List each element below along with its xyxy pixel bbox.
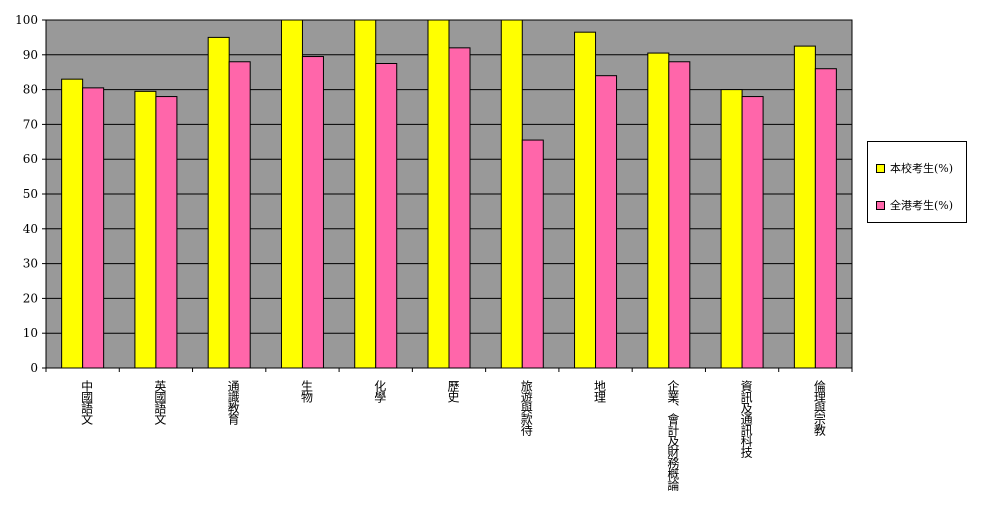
x-tick-label: 資訊及通訊科技 [739, 380, 753, 458]
bar-school [134, 90, 157, 369]
bar-school [574, 31, 597, 369]
bar-hk [375, 63, 398, 369]
x-tick-label: 生物 [299, 380, 313, 403]
bar-hk [228, 61, 251, 369]
x-tick-label: 企業、會計及財務概論 [666, 379, 680, 491]
bar-school [280, 19, 303, 369]
bar-hk [301, 56, 324, 369]
bar-school [793, 45, 816, 369]
bar-hk [448, 47, 471, 369]
bar-school [354, 19, 377, 369]
x-tick-label: 倫理與宗教 [812, 380, 826, 437]
y-tick-label: 0 [30, 361, 38, 375]
x-tick-label: 英國語文 [153, 380, 167, 425]
y-tick-label: 30 [23, 257, 38, 271]
y-tick-label: 90 [23, 48, 38, 62]
plot-border [45, 19, 853, 369]
x-tick-label: 化學 [373, 380, 387, 404]
bar-hk [155, 96, 178, 369]
y-tick-label: 70 [23, 117, 38, 131]
bar-hk [741, 96, 764, 369]
legend-swatch-hk [876, 200, 885, 210]
y-tick-label: 80 [23, 83, 38, 97]
bar-hk [814, 68, 837, 369]
bar-school [500, 19, 523, 369]
y-tick-label: 60 [23, 152, 38, 166]
bar-school [720, 89, 743, 369]
y-tick-label: 20 [23, 291, 38, 305]
x-tick-label: 通識教育 [226, 380, 240, 426]
legend-item-hk: 全港考生(%) [876, 197, 953, 213]
legend-swatch-school [876, 163, 885, 173]
legend: 本校考生(%) 全港考生(%) [867, 141, 967, 223]
bar-hk [595, 75, 618, 369]
legend-item-school: 本校考生(%) [876, 160, 953, 176]
bar-school [61, 78, 84, 369]
bar-school [207, 36, 230, 369]
bar-hk [521, 139, 544, 369]
legend-label-school: 本校考生(%) [890, 162, 954, 175]
bar-school [427, 19, 450, 369]
x-tick-label: 地理 [593, 380, 607, 403]
bar-hk [668, 61, 691, 369]
x-tick-label: 中國語文 [80, 379, 94, 425]
y-tick-label: 100 [15, 13, 38, 27]
y-tick-label: 40 [23, 222, 38, 236]
legend-label-hk: 全港考生(%) [890, 199, 954, 212]
bar-hk [82, 87, 105, 369]
x-tick-label: 歷史 [446, 380, 460, 403]
x-tick-label: 旅遊與款待 [519, 380, 533, 436]
y-tick-label: 50 [23, 187, 38, 201]
bar-school [647, 52, 670, 369]
y-tick-label: 10 [23, 326, 38, 340]
